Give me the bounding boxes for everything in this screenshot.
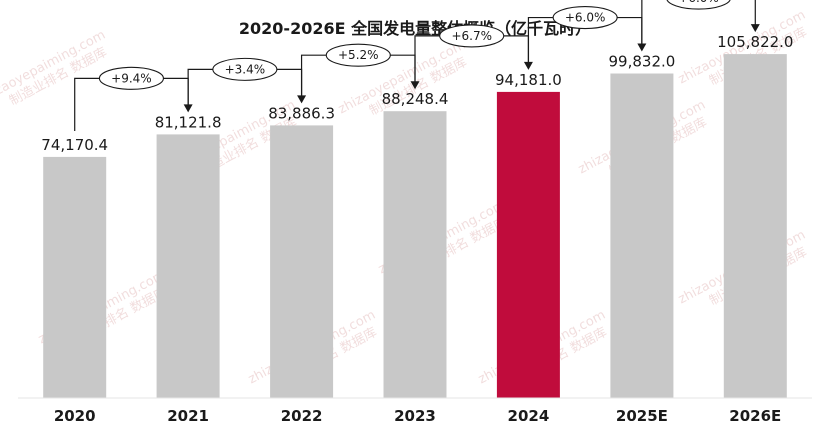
bar-2026E <box>723 54 787 398</box>
growth-badge <box>212 57 278 81</box>
bar-2020 <box>43 156 107 398</box>
value-label-2026E: 105,822.0 <box>717 33 793 51</box>
x-tick-2024: 2024 <box>508 407 550 425</box>
bars-group <box>18 54 812 399</box>
growth-badge <box>98 66 164 90</box>
value-label-2022: 83,886.3 <box>268 104 335 122</box>
value-label-2020: 74,170.4 <box>41 136 108 154</box>
bar-2025E <box>610 73 674 398</box>
growth-badge <box>666 0 731 10</box>
value-label-2021: 81,121.8 <box>155 113 222 131</box>
x-tick-2026E: 2026E <box>729 407 781 425</box>
chart-title: 2020-2026E 全国发电量整体概览（亿千瓦时） <box>239 19 591 38</box>
value-label-2023: 88,248.4 <box>382 90 449 108</box>
growth-label: +6.0% <box>678 0 719 5</box>
growth-label: +5.2% <box>338 48 379 62</box>
value-label-2024: 94,181.0 <box>495 71 562 89</box>
growth-badge <box>325 43 391 67</box>
arrow-head-icon <box>750 24 760 33</box>
growth-badge <box>439 24 505 48</box>
x-axis-ticks-group: 2020 2021 2022 2023 2024 2025E 2026E <box>54 407 781 425</box>
bar-2022 <box>270 125 334 399</box>
x-tick-2020: 2020 <box>54 407 96 425</box>
x-tick-2022: 2022 <box>281 407 323 425</box>
growth-connector-2021-2022: +3.4% <box>187 57 307 109</box>
growth-label: +9.4% <box>111 71 152 85</box>
growth-connectors-group: +9.4% +3.4% +5.2% +6.7% +6.0% +6.0% <box>74 0 760 131</box>
bar-2024 <box>496 91 560 399</box>
growth-label: +6.0% <box>565 11 606 25</box>
growth-label: +6.7% <box>451 29 492 43</box>
growth-label: +3.4% <box>225 62 266 76</box>
bar-2021 <box>156 134 220 398</box>
connector-line <box>641 0 756 48</box>
x-tick-2023: 2023 <box>394 407 436 425</box>
x-tick-2021: 2021 <box>167 407 209 425</box>
x-tick-2025E: 2025E <box>616 407 668 425</box>
growth-badge <box>552 5 618 30</box>
value-labels-group: 74,170.4 81,121.8 83,886.3 88,248.4 94,181.0… <box>41 33 793 154</box>
growth-connector-2025E-2026E: +6.0% <box>641 0 760 48</box>
bar-2023 <box>383 111 447 398</box>
value-label-2025E: 99,832.0 <box>609 53 676 71</box>
